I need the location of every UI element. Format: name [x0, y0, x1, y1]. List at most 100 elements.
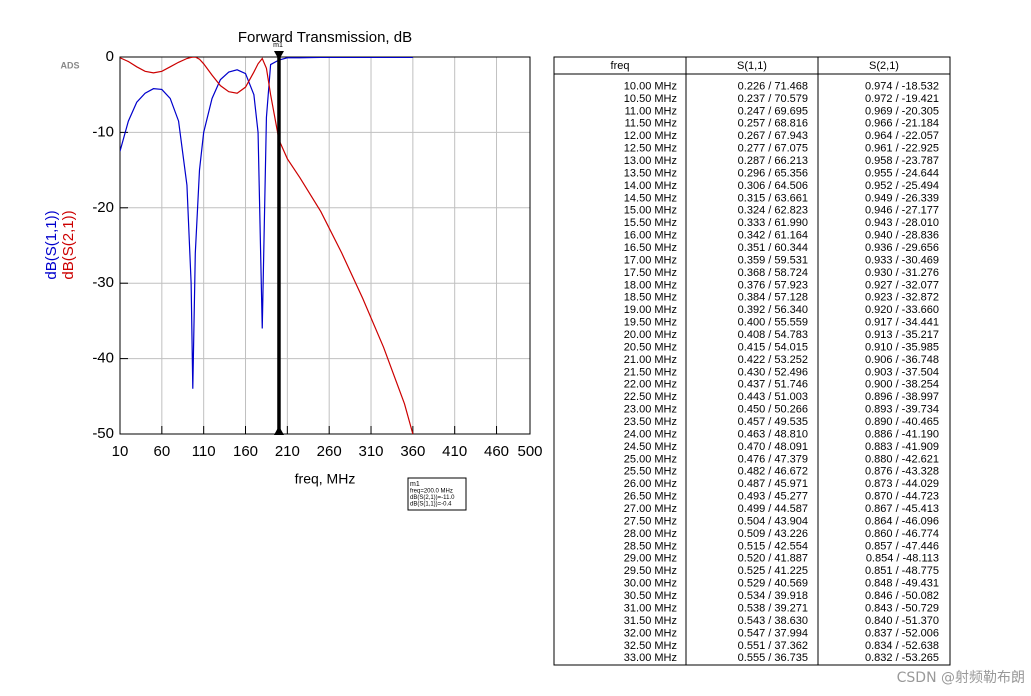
table-border — [553, 56, 951, 666]
table-cell: 0.936 / -29.656 — [865, 242, 939, 254]
table-cell: 0.890 / -40.465 — [865, 416, 939, 428]
table-cell: 0.886 / -41.190 — [865, 428, 939, 440]
marker-box-line: dB(S(2,1))=-11.0 — [410, 495, 455, 501]
x-tick-label: 310 — [359, 443, 384, 460]
marker-triangle — [273, 51, 284, 60]
table-cell: 0.463 / 48.810 — [738, 428, 808, 440]
table-cell: 0.515 / 42.554 — [738, 540, 808, 552]
table-cell: 0.415 / 54.015 — [738, 341, 808, 353]
table-cell: 27.50 MHz — [624, 515, 677, 527]
table-cell: 0.287 / 66.213 — [738, 155, 808, 167]
table-cell: 0.927 / -32.077 — [865, 279, 939, 291]
table-cell: 11.50 MHz — [625, 118, 677, 130]
y-tick-label: -20 — [92, 199, 114, 216]
table-cell: 0.867 / -45.413 — [865, 503, 939, 515]
table-cell: 0.509 / 43.226 — [738, 528, 808, 540]
table-cell: 0.237 / 70.579 — [738, 93, 808, 105]
table-cell: 0.547 / 37.994 — [738, 627, 808, 639]
table-cell: 0.896 / -38.997 — [865, 391, 939, 403]
chart-title: Forward Transmission, dB — [238, 29, 412, 46]
table-cell: 0.903 / -37.504 — [865, 366, 939, 378]
x-tick-label: 60 — [153, 443, 170, 460]
table-cell: 20.00 MHz — [624, 329, 677, 341]
table-cell: 0.880 / -42.621 — [865, 453, 939, 465]
table-cell: 0.840 / -51.370 — [865, 615, 939, 627]
table-cell: 0.482 / 46.672 — [738, 466, 808, 478]
table-cell: 0.969 / -20.305 — [865, 105, 939, 117]
x-tick-label: 160 — [233, 443, 258, 460]
table-cell: 0.955 / -24.644 — [865, 167, 939, 179]
x-tick-label: 460 — [484, 443, 509, 460]
table-cell: 0.376 / 57.923 — [738, 279, 808, 291]
table-cell: 0.832 / -53.265 — [865, 652, 939, 664]
table-cell: 24.50 MHz — [624, 441, 677, 453]
table-cell: 0.946 / -27.177 — [865, 205, 939, 217]
table-cell: 13.00 MHz — [624, 155, 677, 167]
table-cell: 19.00 MHz — [624, 304, 677, 316]
table-cell: 0.333 / 61.990 — [738, 217, 808, 229]
table-cell: 0.368 / 58.724 — [738, 267, 808, 279]
table-cell: 0.392 / 56.340 — [738, 304, 808, 316]
marker-box-line: dB(S(1,1))=-0.4 — [410, 502, 452, 508]
table-cell: 0.257 / 68.816 — [738, 118, 808, 130]
table-cell: 0.961 / -22.925 — [865, 143, 939, 155]
table-cell: 0.952 / -25.494 — [865, 180, 939, 192]
table-cell: 11.00 MHz — [625, 105, 677, 117]
table-cell: 32.00 MHz — [624, 627, 677, 639]
table-cell: 0.247 / 69.695 — [738, 105, 808, 117]
table-cell: 22.50 MHz — [624, 391, 677, 403]
table-cell: 0.342 / 61.164 — [738, 230, 808, 242]
table-cell: 12.50 MHz — [624, 143, 677, 155]
table-cell: 23.00 MHz — [624, 404, 677, 416]
table-cell: 22.00 MHz — [624, 379, 677, 391]
y-axis-label: dB(S(2,1)) — [60, 210, 77, 279]
table-cell: 0.359 / 59.531 — [738, 254, 808, 266]
table-cell: 0.551 / 37.362 — [738, 640, 808, 652]
table-cell: 0.966 / -21.184 — [865, 118, 939, 130]
table-cell: 30.50 MHz — [624, 590, 677, 602]
table-cell: 18.00 MHz — [624, 279, 677, 291]
table-cell: 21.50 MHz — [624, 366, 677, 378]
table-cell: 26.50 MHz — [624, 491, 677, 503]
plot-area — [120, 57, 414, 434]
table-cell: 0.487 / 45.971 — [738, 478, 808, 490]
table-cell: 0.930 / -31.276 — [865, 267, 939, 279]
table-cell: 0.520 / 41.887 — [738, 553, 808, 565]
table-cell: 0.834 / -52.638 — [865, 640, 939, 652]
table-cell: 0.906 / -36.748 — [865, 354, 939, 366]
table-cell: 0.315 / 63.661 — [738, 192, 808, 204]
table-cell: 10.00 MHz — [624, 80, 677, 92]
plot-frame — [119, 56, 531, 435]
y-axis-label: dB(S(1,1)) — [43, 210, 60, 279]
table-cell: 0.848 / -49.431 — [865, 578, 939, 590]
table-cell: 0.974 / -18.532 — [865, 80, 939, 92]
table-cell: 0.555 / 36.735 — [738, 652, 808, 664]
table-cell: 0.893 / -39.734 — [865, 404, 939, 416]
table-cell: 0.267 / 67.943 — [738, 130, 808, 142]
table-cell: 0.913 / -35.217 — [865, 329, 939, 341]
table-cell: 0.443 / 51.003 — [738, 391, 808, 403]
table-cell: 14.00 MHz — [624, 180, 677, 192]
table-cell: 0.873 / -44.029 — [865, 478, 939, 490]
table-cell: 0.846 / -50.082 — [865, 590, 939, 602]
marker-box-line: freq=200.0 MHz — [410, 489, 453, 495]
table-cell: 0.883 / -41.909 — [865, 441, 939, 453]
table-cell: 15.00 MHz — [624, 205, 677, 217]
table-cell: 0.437 / 51.746 — [738, 379, 808, 391]
table-cell: 0.870 / -44.723 — [865, 491, 939, 503]
table-cell: 0.226 / 71.468 — [738, 80, 808, 92]
table-cell: 0.854 / -48.113 — [866, 553, 939, 565]
table-cell: 12.00 MHz — [624, 130, 677, 142]
table-cell: 0.864 / -46.096 — [865, 515, 939, 527]
marker-triangle — [273, 426, 284, 435]
table-cell: 0.351 / 60.344 — [738, 242, 808, 254]
table-cell: 27.00 MHz — [624, 503, 677, 515]
table-cell: 20.50 MHz — [624, 341, 677, 353]
table-cell: 0.943 / -28.010 — [865, 217, 939, 229]
table-cell: 0.476 / 47.379 — [738, 453, 808, 465]
table-cell: 0.450 / 50.266 — [738, 404, 808, 416]
table-cell: 17.50 MHz — [624, 267, 677, 279]
series-line — [120, 57, 414, 434]
